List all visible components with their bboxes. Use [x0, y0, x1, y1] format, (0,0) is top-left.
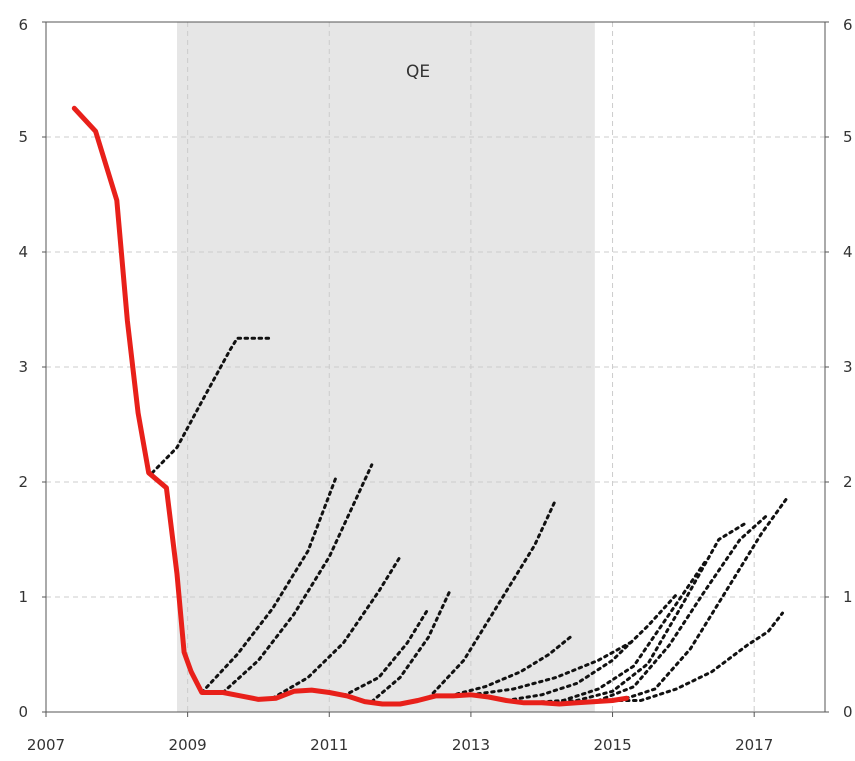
- actual-rate-line: [71, 105, 630, 707]
- y-tick-label-left: 5: [18, 128, 28, 146]
- y-tick-label-right: 5: [843, 128, 853, 146]
- forecast-line-3: [221, 463, 374, 694]
- qe-label: QE: [406, 62, 430, 82]
- forecast-line-8: [448, 635, 572, 698]
- axes: 0 0 1 1 2 2 3 3 4 4 5 5 6 6 2007 2009 2011 2013 2015 2017: [18, 16, 852, 754]
- y-tick-label-left: 4: [18, 243, 28, 261]
- forecast-line-1: [150, 336, 275, 475]
- x-tick-label: 2009: [169, 736, 207, 754]
- y-tick-label-right: 3: [843, 358, 853, 376]
- x-tick-label: 2017: [735, 736, 773, 754]
- y-tick-label-right: 2: [843, 473, 853, 491]
- y-tick-label-left: 6: [18, 16, 28, 34]
- y-tick-label-right: 6: [843, 16, 853, 34]
- forecast-line-15: [611, 611, 784, 702]
- actual-series: [71, 105, 630, 707]
- y-tick-label-left: 0: [18, 703, 28, 721]
- x-tick-label: 2015: [593, 736, 631, 754]
- y-tick-label-left: 3: [18, 358, 28, 376]
- y-tick-label-left: 2: [18, 473, 28, 491]
- forecast-line-5: [341, 607, 430, 698]
- x-tick-label: 2007: [27, 736, 65, 754]
- x-tick-label: 2011: [310, 736, 348, 754]
- y-tick-label-right: 0: [843, 703, 853, 721]
- y-tick-label-left: 1: [18, 588, 28, 606]
- forecast-line-10: [504, 593, 678, 702]
- forecast-line-7: [426, 497, 558, 700]
- forecast-line-6: [370, 589, 452, 704]
- x-tick-label: 2013: [452, 736, 490, 754]
- y-tick-label-right: 4: [843, 243, 853, 261]
- forecast-line-2: [200, 474, 338, 694]
- forecast-line-4: [271, 555, 402, 700]
- forecast-line-9: [469, 639, 636, 697]
- grid: [46, 22, 825, 712]
- y-tick-label-right: 1: [843, 588, 853, 606]
